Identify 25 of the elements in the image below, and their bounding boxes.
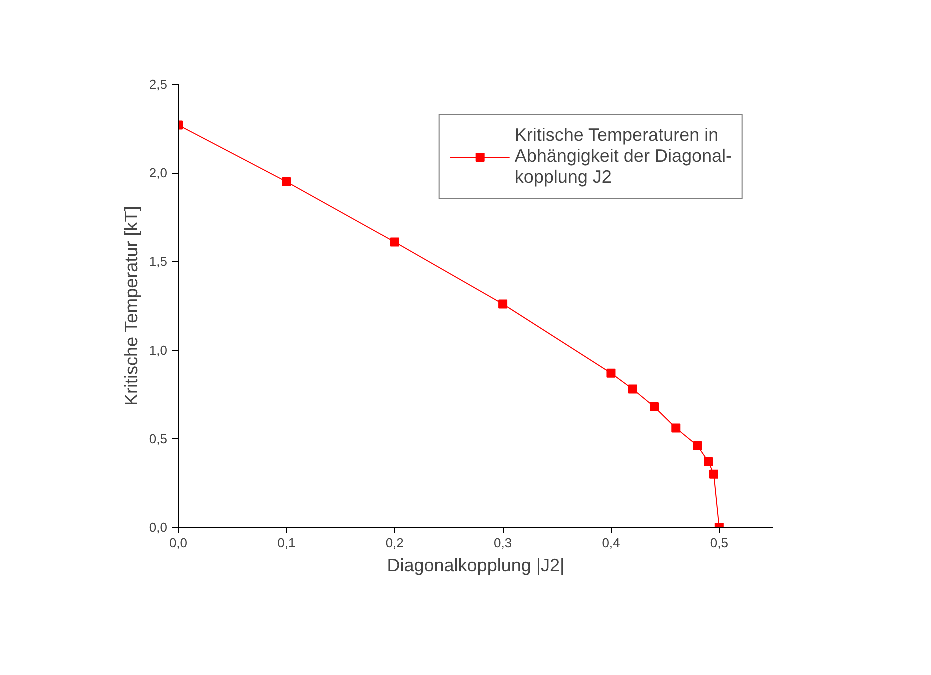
point [390, 238, 400, 247]
y-axis-title: Kritische Temperatur [kT] [121, 206, 142, 406]
point [628, 384, 638, 394]
point [704, 457, 714, 466]
point [672, 424, 681, 433]
point [498, 300, 508, 309]
y-tick-label: 1,5 [149, 254, 168, 270]
x-tick-label: 0,4 [602, 536, 620, 550]
point [282, 177, 292, 186]
x-tick-label: 0,1 [278, 536, 296, 550]
x-tick-label: 0,3 [494, 536, 512, 550]
point [650, 402, 659, 412]
legend-label: Kritische Temperaturen in Abhängigkeit der Diagonal- kopplung J2 [514, 125, 732, 188]
x-tick-label: 0,5 [710, 536, 728, 550]
x-axis-title: Diagonalkopplung |J2| [387, 556, 565, 576]
y-tick-label: 1,0 [149, 342, 168, 358]
point [606, 368, 616, 378]
y-tick-label: 2,0 [149, 166, 168, 181]
x-tick-label: 0,0 [169, 536, 188, 550]
y-tick-label: 0,0 [149, 520, 168, 535]
x-tick-label: 0,2 [386, 536, 404, 550]
point [693, 441, 702, 450]
y-tick-label: 0,5 [149, 431, 168, 446]
point [710, 470, 718, 479]
y-tick-label: 2,5 [149, 77, 168, 92]
